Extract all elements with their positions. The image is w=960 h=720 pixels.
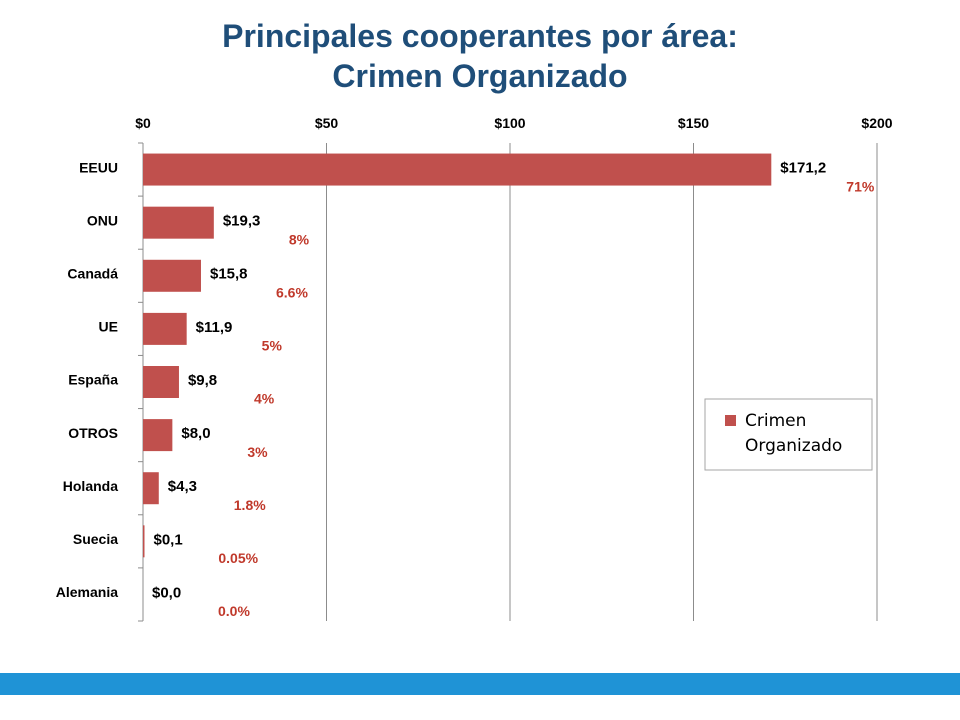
bar — [143, 206, 214, 239]
share-percent-label: 0.0% — [218, 603, 250, 619]
bar-value-label: $15,8 — [210, 266, 248, 283]
category-label: UE — [99, 319, 118, 335]
bar — [143, 419, 173, 452]
chart-title: Principales cooperantes por área: Crimen… — [0, 16, 960, 96]
bar-value-label: $0,0 — [152, 584, 181, 601]
bar-value-label: $9,8 — [188, 372, 217, 389]
bar — [143, 472, 159, 505]
share-percent-label: 8% — [289, 231, 310, 247]
legend-label: Organizado — [745, 436, 842, 456]
bar-value-label: $0,1 — [154, 531, 183, 548]
footer-bar — [0, 673, 960, 695]
category-label: Canadá — [67, 265, 118, 281]
x-tick-label: $200 — [861, 115, 892, 131]
bar-value-label: $8,0 — [181, 425, 210, 442]
category-label: Holanda — [63, 478, 118, 494]
chart-title-line-2: Crimen Organizado — [332, 58, 628, 94]
x-tick-label: $150 — [678, 115, 709, 131]
bar — [143, 312, 187, 345]
share-percent-label: 6.6% — [276, 284, 308, 300]
bar-value-label: $11,9 — [196, 319, 233, 336]
x-tick-label: $100 — [494, 115, 525, 131]
legend-label: Crimen — [745, 411, 806, 431]
legend-box — [704, 398, 873, 471]
bar-value-label: $19,3 — [223, 213, 261, 230]
share-percent-label: 0.05% — [218, 550, 258, 566]
share-percent-label: 4% — [254, 391, 275, 407]
bar — [143, 259, 201, 292]
share-percent-label: 71% — [846, 178, 875, 194]
category-label: EEUU — [79, 159, 118, 175]
bar-value-label: $171,2 — [780, 160, 826, 177]
category-label: Alemania — [56, 584, 118, 600]
share-percent-label: 3% — [247, 444, 268, 460]
share-percent-label: 5% — [262, 338, 283, 354]
category-label: ONU — [87, 212, 118, 228]
bar — [143, 366, 179, 398]
bar — [143, 153, 772, 186]
chart-title-line-1: Principales cooperantes por área: — [222, 18, 738, 54]
x-tick-label: $0 — [135, 115, 151, 131]
share-percent-label: 1.8% — [234, 497, 266, 513]
category-label: Suecia — [73, 531, 118, 547]
category-label: OTROS — [68, 425, 118, 441]
bar-value-label: $4,3 — [168, 478, 197, 495]
x-tick-label: $50 — [315, 115, 339, 131]
legend-swatch — [725, 415, 736, 426]
category-label: España — [68, 372, 118, 388]
bar — [143, 525, 145, 558]
